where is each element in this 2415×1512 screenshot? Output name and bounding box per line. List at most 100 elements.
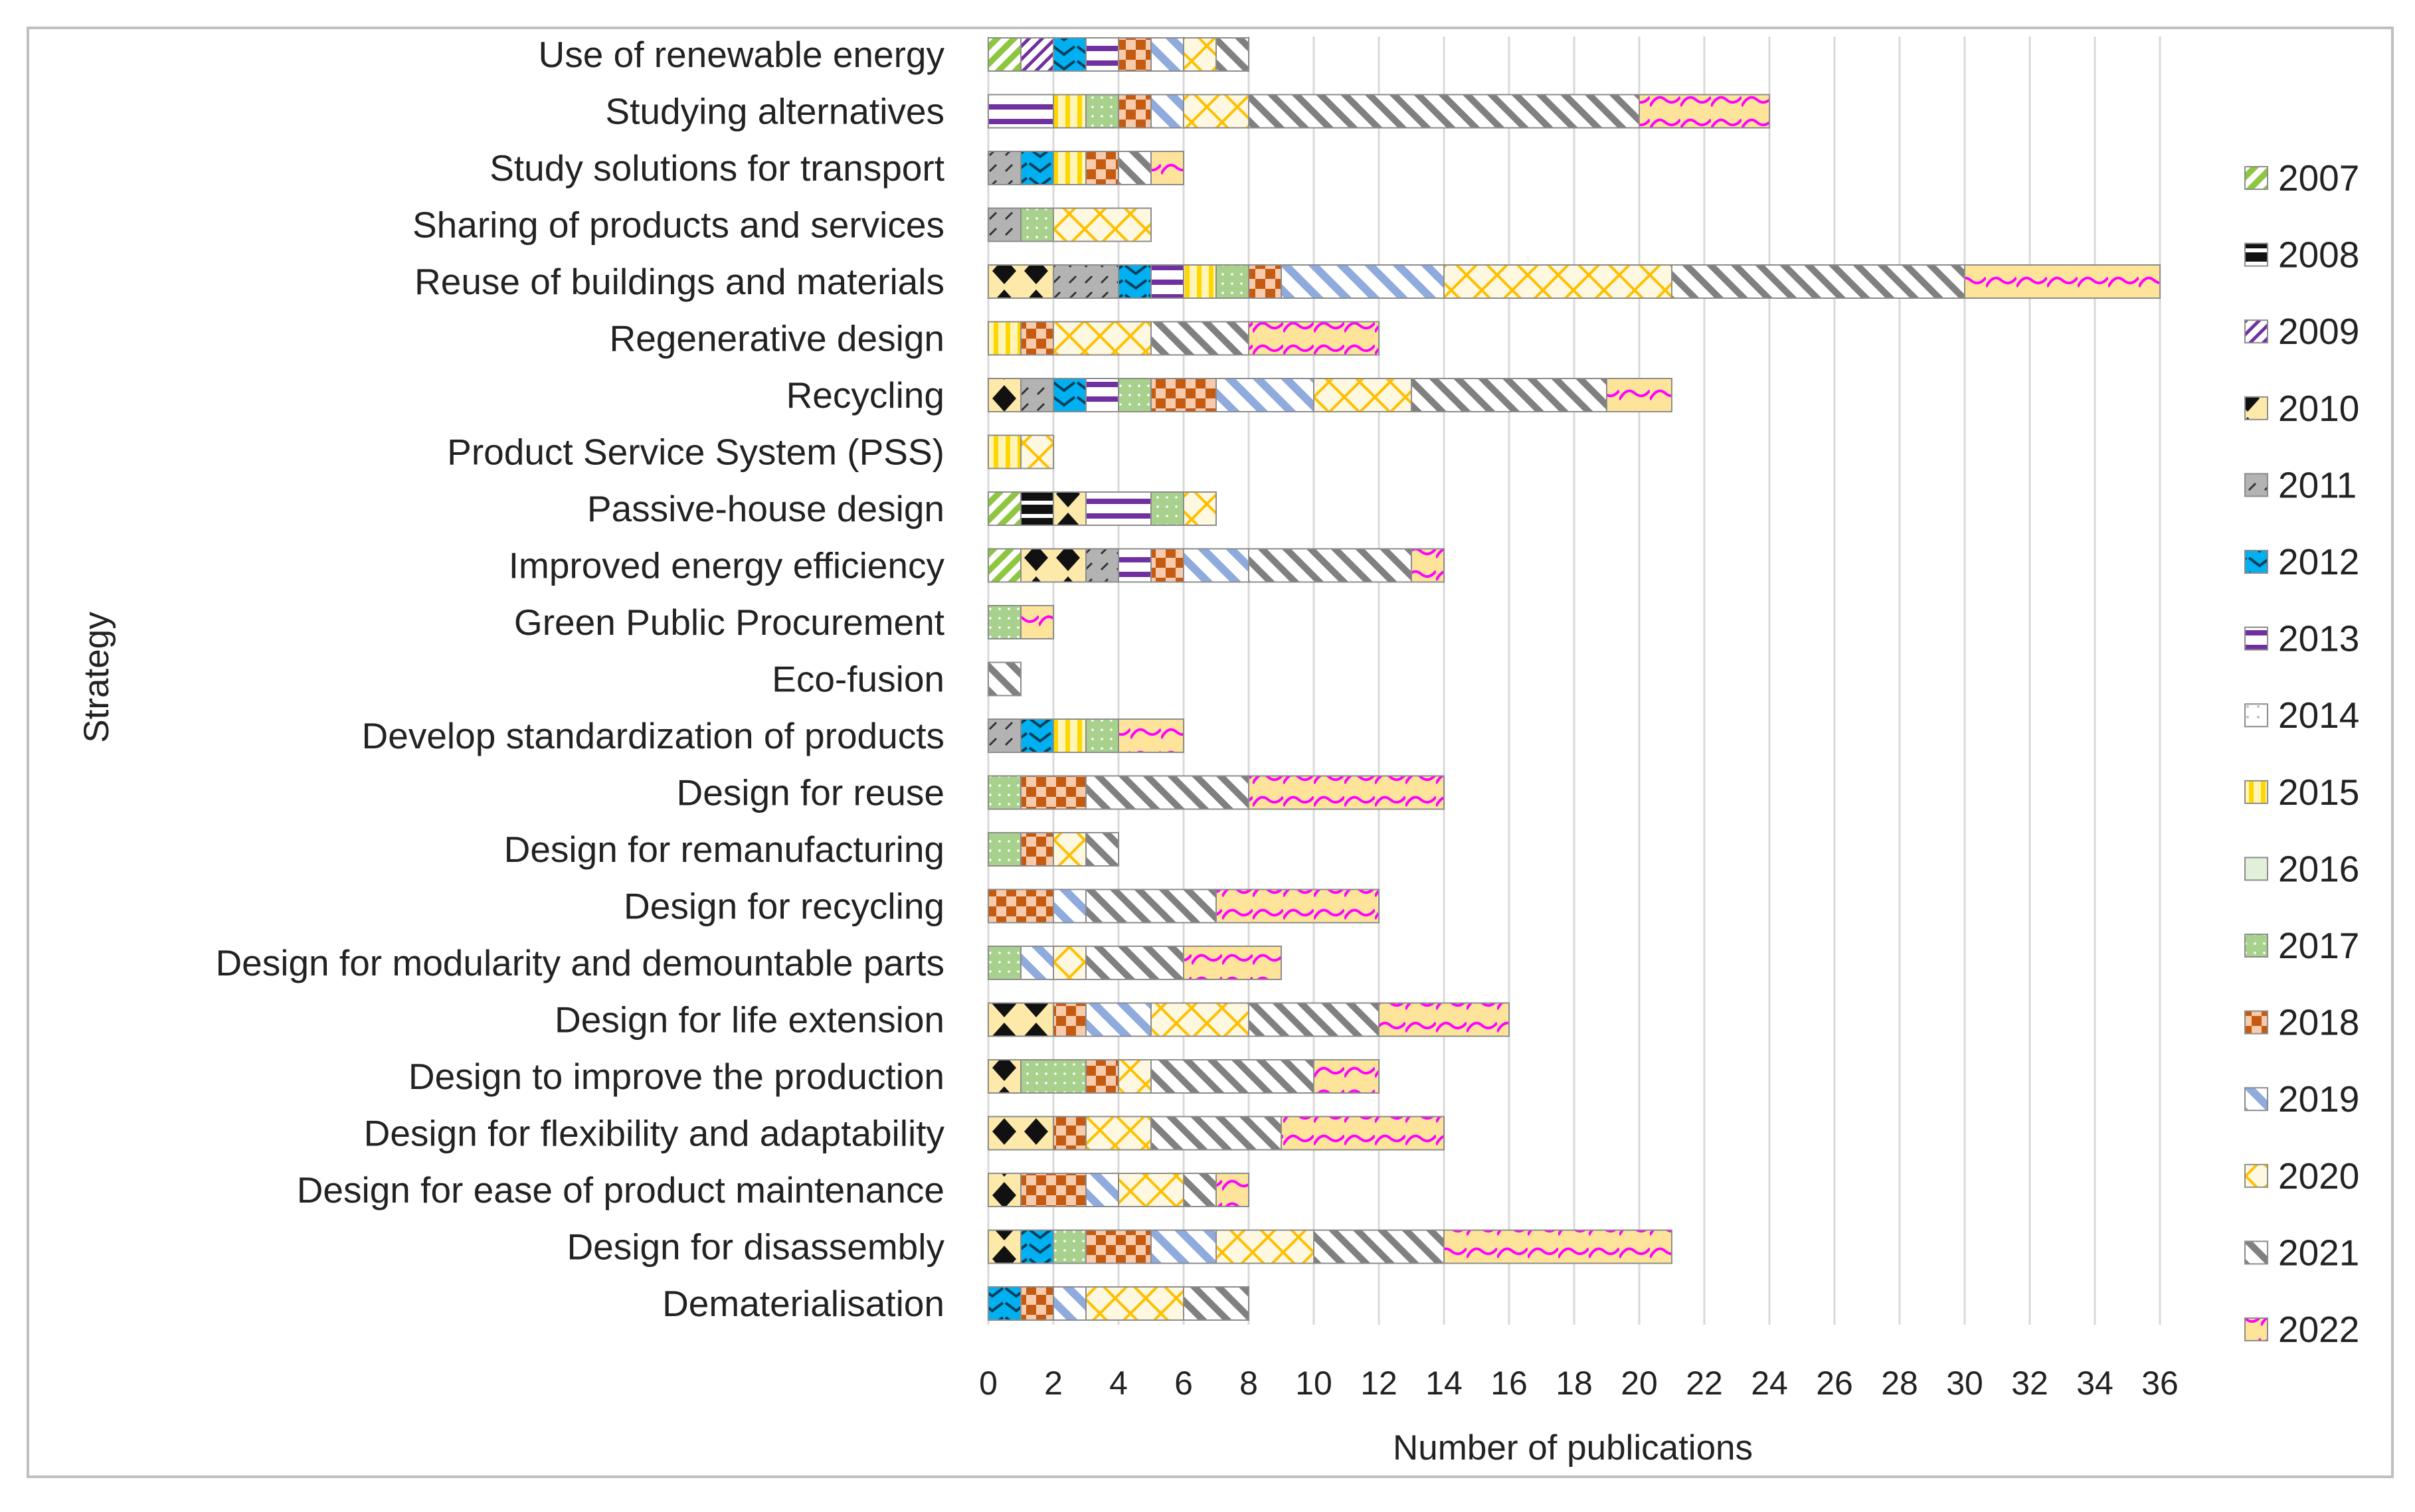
bar-segment-2013 (1118, 548, 1152, 583)
x-tick-label: 34 (2076, 1365, 2113, 1402)
bar-segment-2019 (1085, 1173, 1119, 1207)
bar-segment-2012 (1118, 264, 1152, 299)
bar-segment-2019 (1150, 37, 1184, 72)
legend-label: 2011 (2278, 464, 2357, 505)
bar-segment-2012 (1053, 37, 1087, 72)
x-axis-title: Number of publications (1393, 1428, 1753, 1468)
bar-segment-2017 (1053, 1229, 1087, 1264)
bar-segment-2021 (1248, 94, 1640, 129)
bar-segment-2022 (1248, 321, 1380, 356)
bar-segment-2022 (1215, 888, 1380, 924)
legend-swatch-2007 (2244, 166, 2268, 190)
x-tick-label: 18 (1556, 1365, 1593, 1402)
legend-label: 2013 (2278, 618, 2359, 659)
legend-swatch-2008 (2244, 242, 2268, 267)
bar-segment-2020 (1183, 94, 1249, 129)
legend-swatch-2018 (2244, 1010, 2268, 1035)
bar-segment-2019 (1281, 264, 1445, 299)
x-tick-label: 32 (2011, 1365, 2048, 1402)
category-label: Improved energy efficiency (509, 545, 945, 586)
bar-segment-2018 (1020, 1173, 1087, 1207)
bar-segment-2020 (1183, 491, 1217, 526)
legend-label: 2008 (2278, 234, 2359, 276)
bar-segment-2013 (1085, 37, 1119, 72)
x-tick-label: 24 (1751, 1365, 1788, 1402)
bar-segment-2022 (1183, 946, 1282, 980)
category-label: Develop standardization of products (362, 715, 944, 756)
bar-segment-2020 (1118, 1059, 1152, 1094)
bar-segment-2009 (1020, 37, 1054, 72)
bar-segment-2010 (988, 1173, 1022, 1207)
x-tick-label: 30 (1946, 1365, 1983, 1402)
bar-segment-2011 (988, 207, 1022, 242)
bar-segment-2011 (1085, 548, 1119, 583)
bar-segment-2017 (1020, 1059, 1087, 1094)
bar-segment-2017 (988, 946, 1022, 980)
bar-segment-2015 (1053, 718, 1087, 753)
category-label: Eco-fusion (772, 659, 944, 700)
legend-label: 2007 (2278, 157, 2359, 199)
x-tick-label: 2 (1044, 1365, 1063, 1402)
x-tick-label: 8 (1239, 1365, 1258, 1402)
legend-swatch-2022 (2244, 1317, 2268, 1341)
category-label: Product Service System (PSS) (447, 432, 944, 473)
category-label: Dematerialisation (662, 1283, 944, 1324)
bar-segment-2017 (1215, 264, 1249, 299)
category-label: Design for remanufacturing (504, 829, 944, 870)
bar-segment-2019 (1183, 548, 1249, 583)
bar-segment-2020 (1085, 1286, 1184, 1321)
bar-segment-2018 (1150, 548, 1184, 583)
bar-segment-2017 (988, 832, 1022, 867)
bar-segment-2018 (1020, 775, 1087, 810)
bar-segment-2021 (1118, 151, 1152, 185)
bar-segment-2022 (1443, 1229, 1672, 1264)
legend-swatch-2013 (2244, 626, 2268, 651)
bar-segment-2020 (1443, 264, 1672, 299)
bar-segment-2021 (1411, 378, 1607, 412)
category-label: Study solutions for transport (490, 147, 944, 189)
bar-segment-2022 (1118, 718, 1184, 753)
legend-swatch-2014 (2244, 703, 2268, 728)
x-tick-label: 20 (1621, 1365, 1658, 1402)
bar-segment-2019 (1215, 378, 1314, 412)
legend-label: 2015 (2278, 772, 2359, 813)
bar-segment-2019 (1053, 888, 1087, 924)
bar-segment-2019 (1150, 1229, 1217, 1264)
legend-label: 2019 (2278, 1078, 2359, 1120)
legend-label: 2009 (2278, 311, 2359, 352)
bar-segment-2021 (1183, 1286, 1249, 1321)
bar-segment-2018 (1085, 151, 1119, 185)
bar-segment-2017 (1118, 378, 1152, 412)
bar-segment-2011 (988, 151, 1022, 185)
legend-label: 2020 (2278, 1155, 2359, 1197)
bar-segment-2015 (1183, 264, 1217, 299)
y-axis-title: Strategy (77, 612, 116, 743)
bar-segment-2010 (988, 378, 1022, 412)
bar-segment-2019 (1053, 1286, 1087, 1321)
bar-segment-2013 (1150, 264, 1184, 299)
bar-segment-2013 (1085, 491, 1152, 526)
bar-segment-2010 (988, 1116, 1054, 1151)
bar-segment-2007 (988, 37, 1022, 72)
category-label: Recycling (786, 375, 944, 416)
legend-label: 2021 (2278, 1232, 2359, 1273)
x-tick-label: 0 (979, 1365, 998, 1402)
legend-swatch-2017 (2244, 934, 2268, 958)
bar-segment-2020 (1020, 434, 1054, 469)
x-tick-label: 36 (2141, 1365, 2179, 1402)
category-label: Design for ease of product maintenance (297, 1169, 944, 1211)
x-tick-label: 16 (1490, 1365, 1528, 1402)
category-label: Design for disassembly (567, 1226, 944, 1268)
category-label: Design for life extension (555, 999, 944, 1041)
bar-segment-2019 (1150, 94, 1184, 129)
bar-segment-2020 (1313, 378, 1412, 412)
legend-swatch-2011 (2244, 473, 2268, 497)
bar-segment-2021 (1085, 888, 1217, 924)
category-label: Design to improve the production (408, 1056, 944, 1097)
category-label: Design for flexibility and adaptability (364, 1113, 945, 1154)
x-tick-label: 28 (1881, 1365, 1918, 1402)
bar-segment-2017 (988, 775, 1022, 810)
legend-swatch-2009 (2244, 319, 2268, 344)
bar-segment-2011 (1020, 378, 1054, 412)
x-tick-label: 4 (1109, 1365, 1128, 1402)
